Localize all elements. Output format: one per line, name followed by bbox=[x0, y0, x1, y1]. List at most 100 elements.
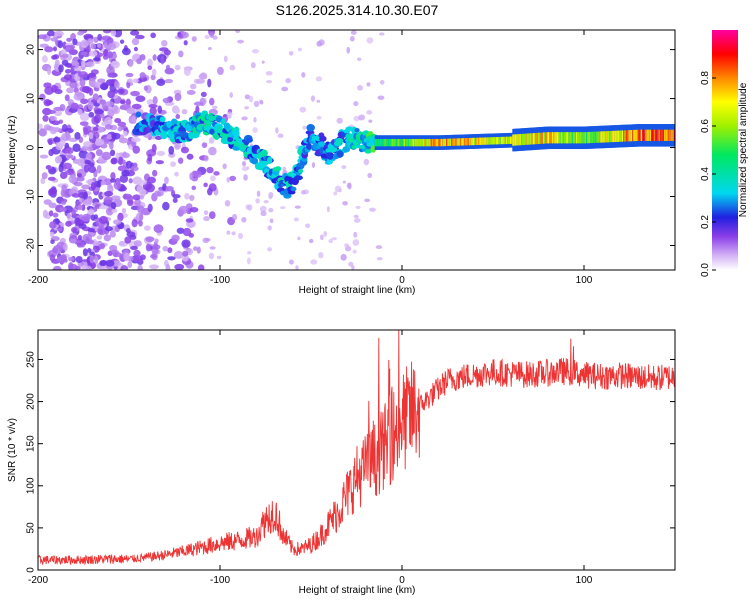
spectrogram-cell bbox=[331, 237, 338, 241]
spectrogram-cell bbox=[612, 130, 616, 143]
spectrogram-cell bbox=[129, 234, 137, 240]
spectrogram-cell bbox=[184, 192, 190, 200]
spectrogram-cell bbox=[209, 128, 215, 135]
spectrogram-cell bbox=[125, 160, 133, 169]
x-tick-label: 100 bbox=[576, 575, 593, 586]
spectrogram-cell bbox=[489, 137, 492, 145]
spectrogram-cell bbox=[65, 147, 74, 155]
spectrogram-cell bbox=[523, 133, 527, 145]
spectrogram-cell bbox=[82, 248, 88, 257]
spectrogram-cell bbox=[301, 72, 306, 78]
spectrogram-cell bbox=[637, 129, 640, 142]
spectrogram-cell bbox=[223, 122, 231, 130]
spectrogram-cell bbox=[554, 132, 557, 144]
spectrogram-cell bbox=[260, 149, 268, 158]
spectrogram-cell bbox=[164, 79, 174, 84]
spectrogram-cell bbox=[157, 105, 163, 114]
spectrogram-cell bbox=[100, 113, 105, 119]
spectrogram-cell bbox=[282, 166, 287, 172]
spectrogram-cell bbox=[369, 207, 376, 212]
spectrogram-cell bbox=[150, 74, 156, 81]
spectrogram-cell bbox=[651, 129, 654, 141]
spectrogram-cell bbox=[507, 136, 510, 145]
spectrogram-cell bbox=[186, 153, 194, 160]
spectrogram-cell bbox=[353, 214, 359, 219]
spectrogram-cell bbox=[111, 61, 118, 66]
spectrogram-cell bbox=[69, 81, 78, 89]
y-tick-label: 200 bbox=[26, 393, 37, 410]
spectrogram-cell bbox=[229, 175, 237, 182]
spectrogram-cell bbox=[121, 208, 127, 214]
spectrogram-cell bbox=[165, 264, 171, 270]
spectrogram-cell bbox=[113, 80, 120, 89]
spectrogram-cell bbox=[69, 44, 76, 50]
spectrogram-cell bbox=[386, 138, 389, 147]
spectrogram-cell bbox=[130, 30, 140, 36]
spectrogram-cell bbox=[43, 124, 51, 131]
snr-x-ticks: -200 -100 0 100 bbox=[28, 330, 593, 586]
spectrogram-cell bbox=[433, 138, 436, 147]
spectrogram-cell bbox=[633, 129, 636, 142]
spectrogram-cell bbox=[620, 130, 623, 142]
spectrogram-cell bbox=[76, 176, 85, 182]
spectrogram-cell bbox=[190, 131, 200, 139]
spectrogram-cell bbox=[114, 118, 122, 124]
spectrogram-cell bbox=[423, 138, 426, 147]
spectrogram-cell bbox=[353, 218, 361, 223]
spectrogram-cell bbox=[137, 264, 143, 270]
spectrogram-cell bbox=[490, 137, 493, 145]
spectrogram-cell bbox=[150, 32, 156, 39]
spectrogram-cell bbox=[513, 134, 516, 146]
spectrogram-cell bbox=[668, 129, 672, 141]
spectrogram-cell bbox=[85, 152, 92, 162]
spectrogram-cell bbox=[203, 210, 209, 216]
spectrogram-cell bbox=[268, 194, 273, 200]
spectrogram-cell bbox=[178, 50, 184, 58]
spectrogram-cell bbox=[629, 130, 632, 142]
spectrogram-cell bbox=[480, 137, 483, 145]
spectrogram-cell bbox=[47, 67, 52, 75]
spectrogram-cell bbox=[52, 247, 59, 254]
snr-panel: -200 -100 0 100 0 50 100 150 200 250 Height of s… bbox=[7, 329, 676, 596]
snr-y-label: SNR (10 * v/v) bbox=[7, 418, 18, 482]
spectrogram-cell bbox=[145, 183, 155, 193]
spectrogram-cell bbox=[200, 91, 207, 98]
spectrogram-cell bbox=[101, 151, 112, 161]
spectrogram-cell bbox=[81, 265, 86, 270]
spectrogram-cell bbox=[555, 132, 558, 144]
spectrogram-cell bbox=[208, 137, 215, 144]
spectrogram-cell bbox=[440, 138, 444, 147]
spectrogram-cell bbox=[122, 193, 133, 200]
spectrogram-cell bbox=[526, 133, 529, 145]
spectrogram-cell bbox=[428, 138, 431, 147]
spectrogram-cell bbox=[352, 249, 357, 254]
spectrogram-cell bbox=[117, 121, 127, 128]
spectrogram-cell bbox=[197, 264, 205, 270]
spectrogram-cell bbox=[364, 149, 372, 154]
spectrogram-cell bbox=[503, 136, 506, 145]
spectrogram-cell bbox=[178, 34, 184, 39]
spectrogram-cell bbox=[83, 164, 90, 173]
spectrogram-cell bbox=[255, 198, 260, 204]
spectrogram-cell bbox=[167, 247, 173, 254]
spectrogram-cell bbox=[244, 94, 250, 100]
spectrogram-cell bbox=[537, 132, 541, 145]
spectrogram-cell bbox=[259, 99, 264, 104]
spectrogram-cell bbox=[425, 138, 428, 147]
spectrogram-cell bbox=[189, 194, 195, 202]
spectrogram-cell bbox=[152, 54, 157, 61]
spectrogram-cell bbox=[181, 108, 188, 115]
spectrogram-cell bbox=[527, 133, 530, 145]
spectrogram-cell bbox=[109, 230, 116, 238]
spectrogram-cell bbox=[377, 95, 385, 100]
spectrogram-cell bbox=[63, 243, 68, 252]
spectrogram-cell bbox=[126, 228, 131, 234]
spectrogram-cell bbox=[77, 31, 84, 36]
spectrogram-cell bbox=[39, 154, 49, 159]
spectrogram-cell bbox=[174, 263, 185, 270]
spectrogram-cell bbox=[656, 129, 659, 141]
spectrogram-cell bbox=[103, 30, 112, 34]
spectrogram-cell bbox=[80, 241, 85, 248]
